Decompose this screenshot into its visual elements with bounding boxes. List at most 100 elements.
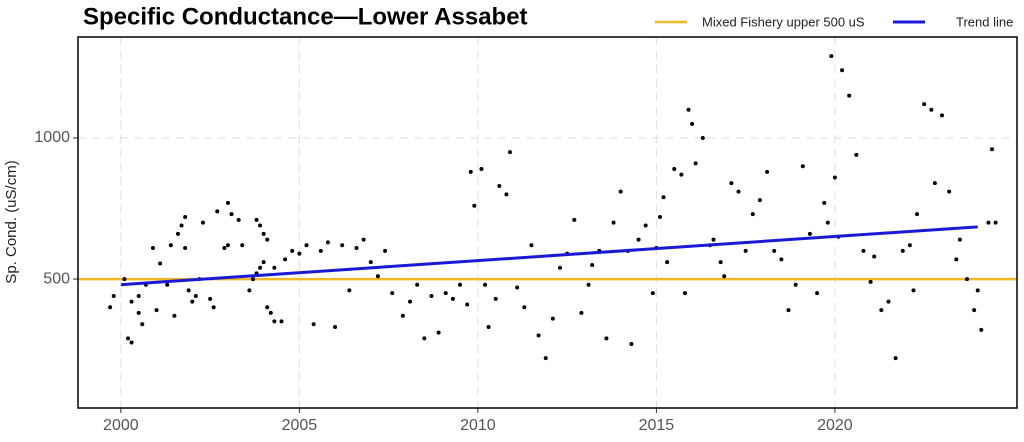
data-point xyxy=(829,54,834,59)
data-point xyxy=(690,121,695,126)
data-point xyxy=(832,175,837,180)
data-point xyxy=(693,161,698,166)
y-axis-label: Sp. Cond. (uS/cm) xyxy=(3,160,20,283)
data-point xyxy=(422,336,427,341)
data-point xyxy=(229,212,234,217)
data-point xyxy=(550,316,555,321)
data-point xyxy=(236,217,241,222)
data-point xyxy=(736,189,741,194)
data-point xyxy=(993,220,998,225)
data-point xyxy=(840,68,845,73)
data-point xyxy=(458,282,463,287)
data-point xyxy=(872,254,877,259)
data-point xyxy=(661,195,666,200)
data-point xyxy=(283,257,288,262)
data-point xyxy=(932,181,937,186)
data-point xyxy=(272,265,277,270)
data-point xyxy=(390,291,395,296)
x-tick-label: 2020 xyxy=(817,417,853,434)
data-point xyxy=(636,237,641,242)
data-point xyxy=(990,147,995,152)
data-point xyxy=(854,152,859,157)
plot-frame xyxy=(77,36,1018,409)
data-point xyxy=(536,333,541,338)
data-point xyxy=(154,308,159,313)
data-point xyxy=(657,214,662,219)
trend-line xyxy=(120,225,978,287)
data-point xyxy=(940,113,945,118)
data-point xyxy=(325,240,330,245)
data-point xyxy=(711,237,716,242)
data-point xyxy=(750,212,755,217)
data-point xyxy=(193,293,198,298)
data-point xyxy=(679,172,684,177)
data-point xyxy=(361,237,366,242)
data-point xyxy=(504,192,509,197)
data-point xyxy=(629,341,634,346)
data-point xyxy=(268,310,273,315)
data-point xyxy=(179,223,184,228)
data-point xyxy=(893,356,898,361)
data-point xyxy=(618,189,623,194)
data-point xyxy=(225,243,230,248)
x-tick-label: 2000 xyxy=(103,417,139,434)
data-point xyxy=(225,200,230,205)
data-point xyxy=(815,291,820,296)
data-point xyxy=(686,107,691,112)
x-tick-label: 2010 xyxy=(460,417,496,434)
data-point xyxy=(972,308,977,313)
data-point xyxy=(304,243,309,248)
data-point xyxy=(175,231,180,236)
data-point xyxy=(261,231,266,236)
data-point xyxy=(975,288,980,293)
data-point xyxy=(682,291,687,296)
data-point xyxy=(136,293,141,298)
data-point xyxy=(261,260,266,265)
data-point xyxy=(611,220,616,225)
data-point xyxy=(929,107,934,112)
data-point xyxy=(483,282,488,287)
data-point xyxy=(472,203,477,208)
data-point xyxy=(408,299,413,304)
data-point xyxy=(954,257,959,262)
data-point xyxy=(665,260,670,265)
data-point xyxy=(158,261,163,266)
data-point xyxy=(522,305,527,310)
data-point xyxy=(868,279,873,284)
data-point xyxy=(515,285,520,290)
legend-label: Trend line xyxy=(956,14,1013,29)
data-point xyxy=(150,246,155,251)
data-point xyxy=(779,257,784,262)
data-point xyxy=(400,313,405,318)
data-point xyxy=(772,248,777,253)
data-point xyxy=(529,243,534,248)
data-point xyxy=(907,243,912,248)
data-point xyxy=(254,217,259,222)
data-point xyxy=(318,248,323,253)
data-point xyxy=(375,274,380,279)
data-point xyxy=(311,322,316,327)
y-tick-label: 1000 xyxy=(34,129,70,146)
data-point xyxy=(165,282,170,287)
chart-title: Specific Conductance—Lower Assabet xyxy=(83,3,528,30)
data-point xyxy=(250,277,255,282)
data-point xyxy=(265,305,270,310)
data-point xyxy=(765,169,770,174)
data-point xyxy=(807,231,812,236)
data-point xyxy=(108,305,113,310)
data-point xyxy=(190,299,195,304)
y-tick-label: 500 xyxy=(43,270,70,287)
data-point xyxy=(443,291,448,296)
data-point xyxy=(986,220,991,225)
data-point xyxy=(222,246,227,251)
data-point xyxy=(822,200,827,205)
data-point xyxy=(122,277,127,282)
data-point xyxy=(729,181,734,186)
data-point xyxy=(718,260,723,265)
data-point xyxy=(168,243,173,248)
data-point xyxy=(383,248,388,253)
data-point xyxy=(965,277,970,282)
data-point xyxy=(333,325,338,330)
data-point xyxy=(493,296,498,301)
